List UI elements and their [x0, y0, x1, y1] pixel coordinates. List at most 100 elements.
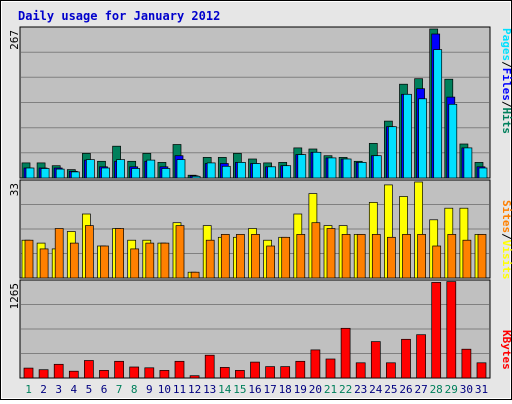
sites-bar	[100, 245, 109, 279]
day-label: 17	[263, 383, 276, 396]
sites-bar	[130, 248, 140, 279]
pages-bar	[116, 159, 125, 179]
day-label: 24	[369, 383, 383, 396]
day-label: 20	[309, 383, 322, 396]
visits-ymax-label: 33	[8, 183, 21, 196]
sites-bar	[311, 222, 321, 279]
kbytes-bar	[461, 348, 472, 379]
pages-bar	[448, 103, 458, 179]
legend-visits: Visits	[500, 240, 512, 280]
pages-bar	[418, 98, 427, 179]
kbytes-bar	[250, 361, 260, 379]
sites-bar	[281, 236, 291, 279]
sites-bar	[251, 234, 260, 279]
kbytes-bar	[159, 370, 170, 379]
legend-hits: Hits	[500, 108, 512, 135]
sites-bar	[371, 234, 381, 279]
kbytes-bar	[446, 281, 457, 379]
day-label: 15	[233, 383, 246, 396]
pages-bar	[176, 159, 186, 179]
day-label: 26	[399, 383, 412, 396]
pages-bar	[131, 168, 141, 179]
kbytes-bar	[114, 360, 124, 379]
day-label: 4	[70, 383, 77, 396]
pages-bar	[372, 155, 382, 179]
pages-bar	[55, 168, 65, 179]
pages-bar	[282, 165, 292, 179]
day-label: 2	[40, 383, 47, 396]
legend-files: Files	[500, 68, 512, 101]
sites-bar	[190, 271, 200, 279]
sites-bar	[236, 234, 245, 279]
sites-bar	[85, 225, 94, 279]
sites-bar	[417, 234, 426, 279]
pages-bar	[161, 168, 171, 179]
day-label: 27	[414, 383, 427, 396]
kbytes-bar	[99, 370, 109, 379]
chart-title: Daily usage for January 2012	[18, 9, 220, 23]
day-label: 14	[218, 383, 232, 396]
kbytes-bar	[189, 375, 200, 379]
kbytes-bar	[84, 360, 94, 379]
kbytes-bar	[219, 367, 230, 379]
sites-bar	[341, 234, 351, 279]
sites-bar	[220, 234, 230, 279]
visits-legend: Sites/Visits	[500, 200, 512, 280]
pages-bar	[252, 163, 261, 179]
kbytes-bar	[355, 362, 366, 379]
day-label: 16	[248, 383, 261, 396]
sites-bar	[266, 245, 275, 279]
day-label: 11	[173, 383, 186, 396]
sites-bar	[54, 228, 64, 279]
pages-bar	[237, 162, 246, 179]
pages-bar	[478, 167, 488, 179]
legend-sep-2: /	[500, 101, 512, 108]
day-label: 18	[279, 383, 292, 396]
kbytes-bar	[310, 349, 321, 379]
kbytes-bar	[325, 358, 336, 379]
sites-bar	[477, 234, 487, 279]
day-label: 19	[294, 383, 307, 396]
sites-bar	[175, 225, 185, 279]
sites-bar	[402, 234, 411, 279]
legend-sep-3: /	[500, 233, 512, 240]
pages-bar	[267, 166, 276, 179]
day-label: 22	[339, 383, 352, 396]
kbytes-bar	[295, 360, 306, 379]
day-label: 7	[116, 383, 123, 396]
pages-bar	[357, 162, 367, 179]
kbytes-bar	[204, 354, 215, 379]
kbytes-bar	[38, 369, 49, 379]
sites-bar	[160, 242, 170, 279]
kbytes-bar	[235, 370, 245, 379]
kbytes-bar	[401, 338, 411, 379]
sites-bar	[462, 239, 472, 279]
sites-bar	[356, 234, 366, 279]
pages-bar	[40, 168, 50, 179]
pages-bar	[25, 167, 35, 179]
kbytes-bar	[340, 327, 351, 379]
pages-bar	[297, 154, 307, 179]
hits-legend: Pages/Files/Hits	[500, 28, 512, 134]
sites-bar	[205, 239, 215, 279]
pages-bar	[342, 158, 352, 179]
pages-bar	[327, 157, 337, 179]
pages-bar	[312, 151, 322, 179]
bars	[21, 28, 488, 379]
pages-bar	[86, 159, 95, 179]
kbytes-bar	[431, 282, 442, 379]
day-label: 31	[475, 383, 488, 396]
sites-bar	[296, 234, 306, 279]
kbytes-bar	[144, 367, 155, 379]
legend-kbytes: KBytes	[500, 330, 512, 370]
pages-bar	[206, 162, 216, 179]
kbytes-ymax-label: 1265	[8, 283, 21, 310]
kbytes-bar	[265, 366, 275, 379]
kbytes-bar	[476, 362, 487, 379]
day-label: 5	[86, 383, 93, 396]
legend-sep-1: /	[500, 61, 512, 68]
day-label: 25	[384, 383, 397, 396]
